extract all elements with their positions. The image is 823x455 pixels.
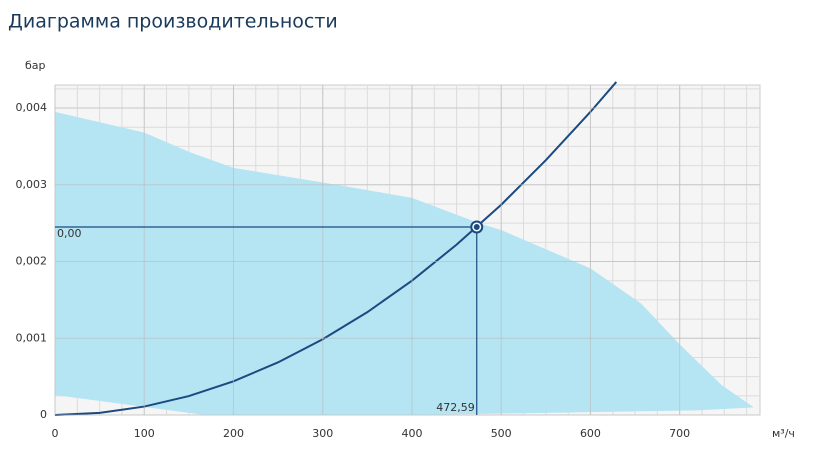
operating-y-label: 0,00	[57, 227, 82, 240]
x-tick-label: 500	[491, 427, 512, 440]
y-tick-label: 0,001	[16, 331, 48, 344]
operating-x-label: 472,59	[436, 401, 475, 414]
operating-region	[55, 111, 754, 415]
x-tick-label: 200	[223, 427, 244, 440]
x-tick-label: 0	[52, 427, 59, 440]
system-curve	[54, 81, 618, 416]
x-axis-label: м³/ч	[772, 427, 795, 440]
x-tick-label: 100	[134, 427, 155, 440]
operating-point-core	[473, 223, 480, 230]
y-tick-label: 0,002	[16, 255, 48, 268]
x-tick-label: 400	[401, 427, 422, 440]
x-tick-label: 300	[312, 427, 333, 440]
y-axis-label: бар	[25, 59, 46, 72]
y-tick-label: 0	[40, 408, 47, 421]
y-tick-label: 0,004	[16, 101, 48, 114]
y-tick-label: 0,003	[16, 178, 48, 191]
x-tick-label: 700	[669, 427, 690, 440]
chart-title: Диаграмма производительности	[8, 11, 338, 33]
x-tick-label: 600	[580, 427, 601, 440]
